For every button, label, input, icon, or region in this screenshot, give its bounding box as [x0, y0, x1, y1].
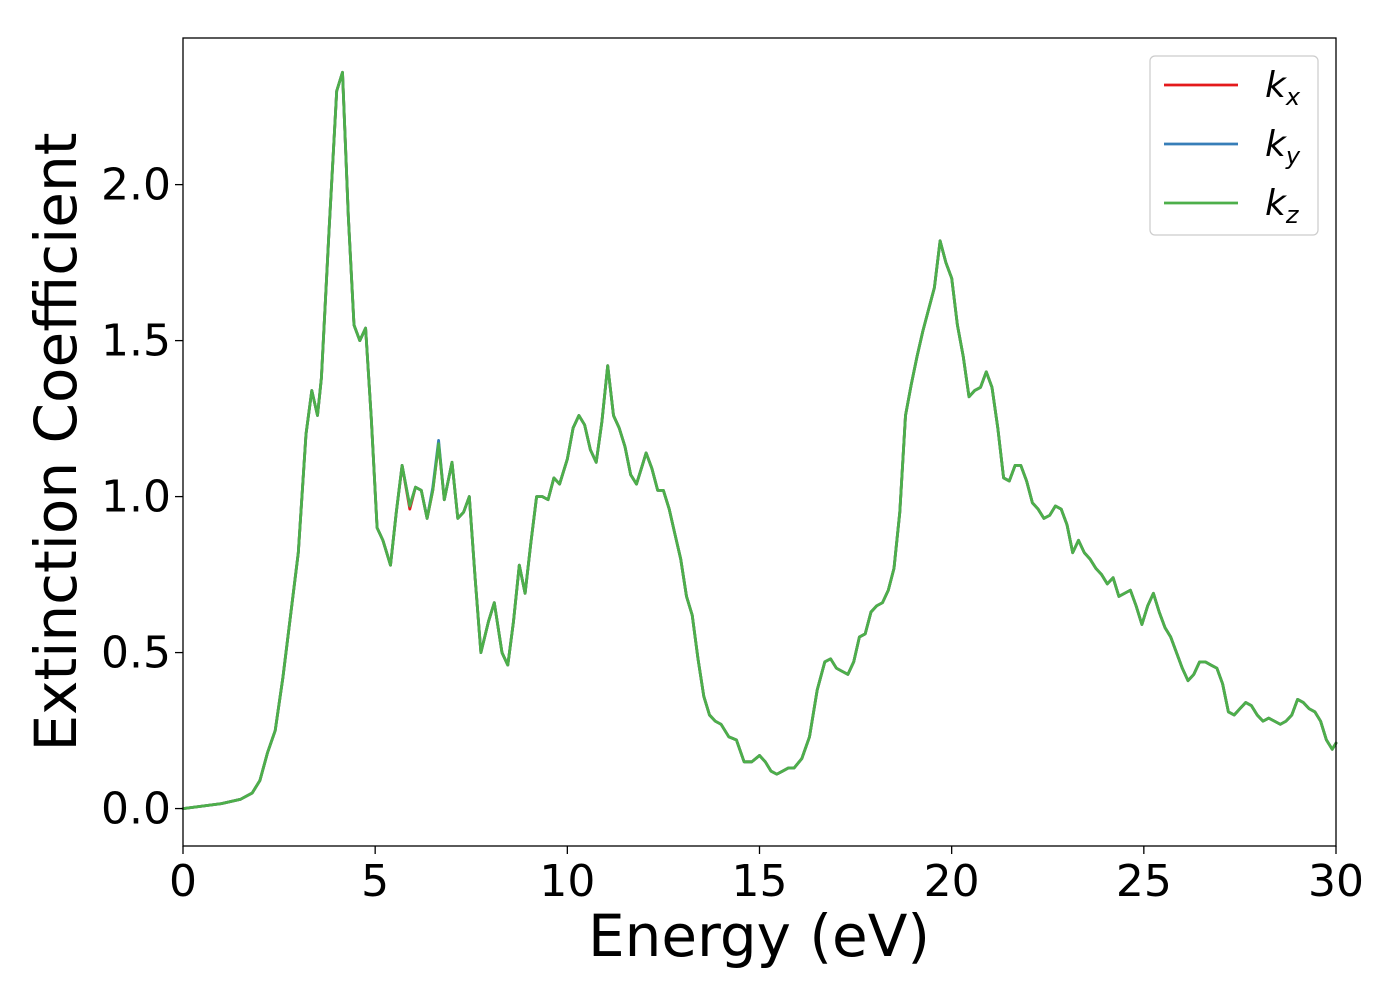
y-axis-ticks: 0.0 0.5 1.0 1.5 2.0: [101, 160, 183, 835]
x-axis-title: Energy (eV): [588, 902, 930, 970]
x-tick-label: 30: [1308, 856, 1364, 907]
legend-label-ky: ky: [1265, 124, 1301, 170]
legend-label-kz: kz: [1265, 183, 1300, 229]
x-tick-label: 20: [924, 856, 980, 907]
y-tick-label: 1.0: [101, 472, 171, 523]
legend-frame: [1149, 55, 1319, 236]
x-tick-label: 10: [539, 856, 595, 907]
x-tick-label: 15: [732, 856, 788, 907]
y-tick-label: 2.0: [101, 160, 171, 211]
y-axis-title: Extinction Coefficient: [22, 133, 90, 752]
series-line-k-z: [181, 70, 1338, 810]
x-axis-ticks: 0 5 10 15 20 25 30: [169, 846, 1364, 907]
x-tick-label: 5: [361, 856, 389, 907]
x-tick-label: 25: [1116, 856, 1172, 907]
x-tick-label: 0: [169, 856, 197, 907]
series-layer: [181, 70, 1338, 810]
y-tick-label: 0.0: [101, 784, 171, 835]
legend-label-kx: kx: [1265, 65, 1301, 111]
y-tick-label: 0.5: [101, 628, 171, 679]
legend: kx ky kz: [1149, 55, 1319, 236]
y-tick-label: 1.5: [101, 316, 171, 367]
plot-area: [183, 38, 1336, 846]
